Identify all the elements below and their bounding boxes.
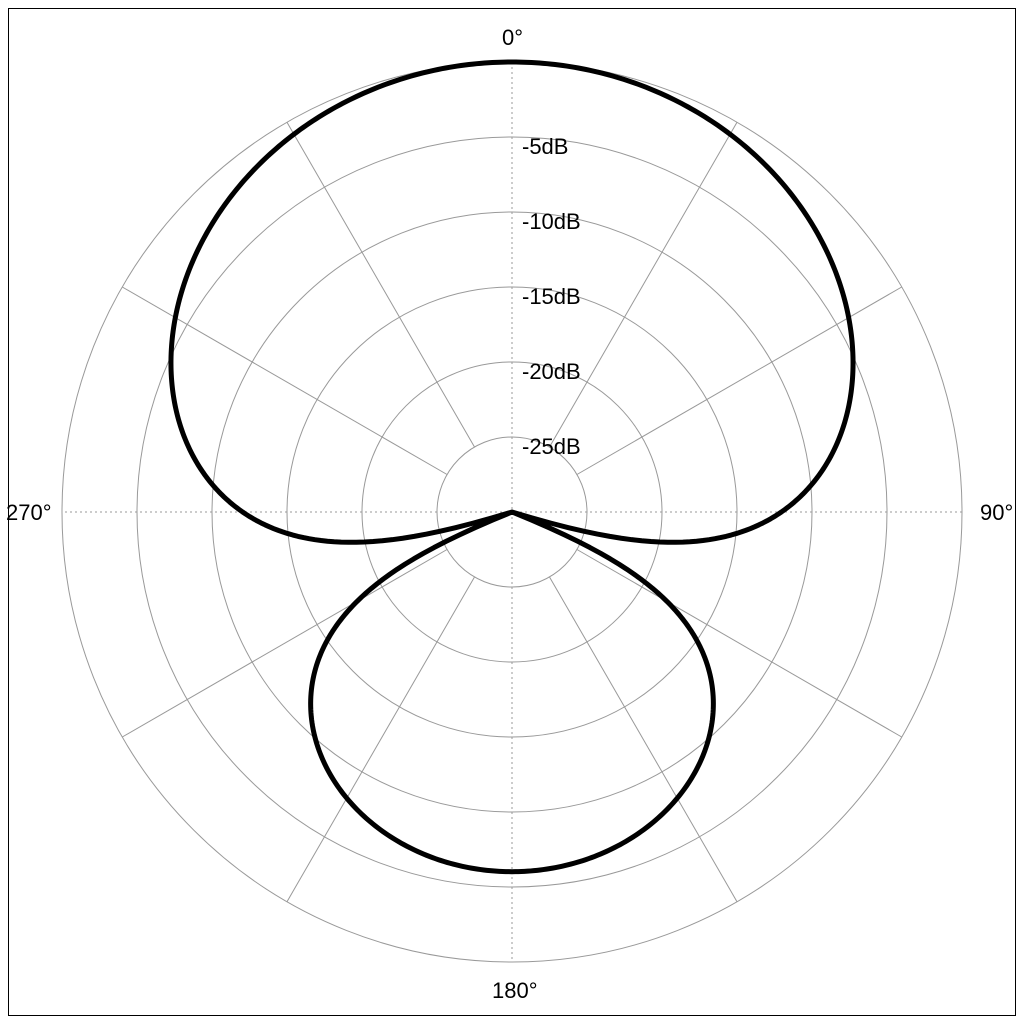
db-label-10: -10dB xyxy=(522,209,581,235)
db-label-5: -5dB xyxy=(522,134,568,160)
db-label-25: -25dB xyxy=(522,434,581,460)
polar-chart xyxy=(0,0,1024,1024)
angle-label-90: 90° xyxy=(980,500,1013,526)
db-label-20: -20dB xyxy=(522,359,581,385)
angle-label-270: 270° xyxy=(6,500,52,526)
angle-label-180: 180° xyxy=(492,978,538,1004)
db-label-15: -15dB xyxy=(522,284,581,310)
angle-label-0: 0° xyxy=(502,25,523,51)
